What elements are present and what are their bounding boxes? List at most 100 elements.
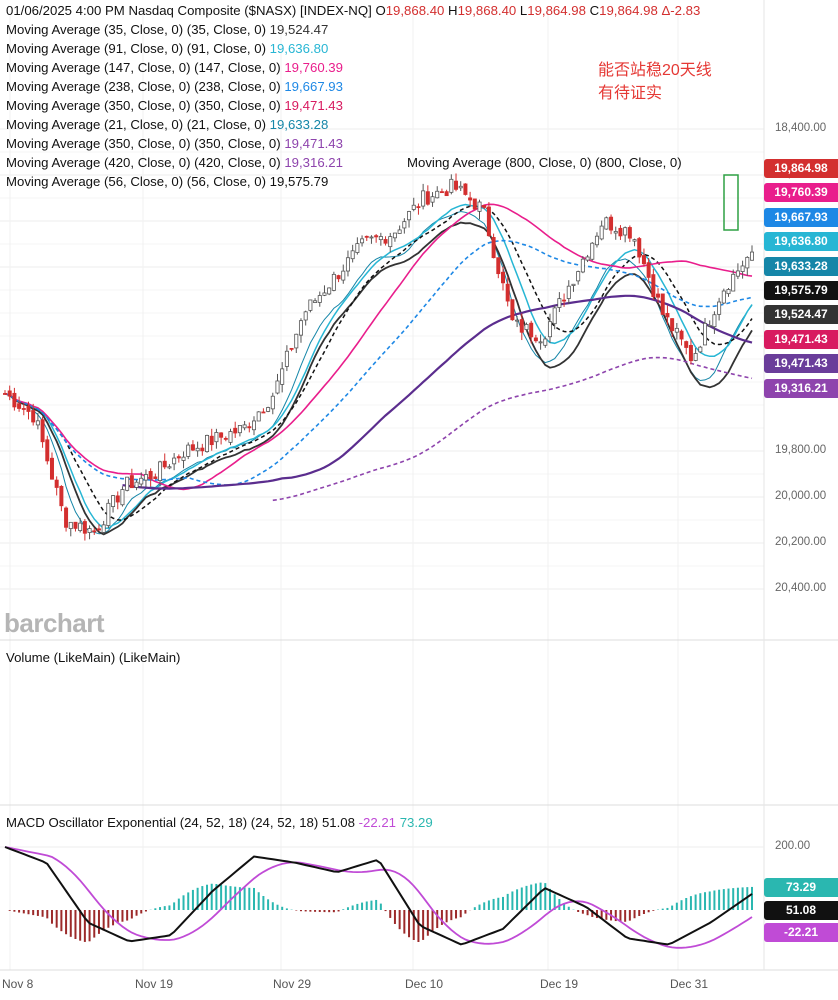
ma-legend-row: Moving Average (350, Close, 0) (350, Clo… [6,134,343,153]
candle-body [92,530,97,533]
candle-body [289,347,294,350]
ma-legend-value: 19,524.47 [269,22,329,37]
candle-body [726,289,731,295]
candle-body [200,447,205,452]
candle-body [665,313,670,318]
candle-body [416,206,421,209]
candle-body [298,320,303,336]
candle-body [510,299,515,321]
candle-body [651,274,656,298]
candle-body [609,216,614,231]
candle-body [388,236,393,248]
candle-body [618,227,623,237]
candle-body [350,250,355,260]
price-pill: 19,633.28 [764,256,838,276]
candle-body [637,238,642,258]
ma-legend-row: Moving Average (91, Close, 0) (91, Close… [6,39,328,58]
candle-body [158,461,163,481]
ma147-line [4,203,753,491]
candle-body [336,275,341,280]
candle-body [515,319,520,322]
price-pill: 19,760.39 [764,183,838,203]
candle-body [106,502,111,526]
candle-body [219,432,224,438]
ma-legend-value: 19,471.43 [284,98,343,113]
ma-legend-value: 19,575.79 [269,174,329,189]
macd-pill: 51.08 [764,900,838,920]
candle-body [148,470,153,480]
candle-body [693,353,698,361]
candle-body [557,298,562,308]
macd-line [4,846,753,946]
ma-legend-value: 19,667.93 [284,79,343,94]
high-value: 19,868.40 [457,3,517,18]
price-pill: 19,471.43 [764,329,838,349]
price-tick-label: 19,800.00 [775,444,827,456]
candle-body [660,293,665,315]
candle-body [228,431,233,443]
time-tick-label: Nov 19 [135,977,174,991]
chart-header: 01/06/2025 4:00 PM Nasdaq Composite ($NA… [6,1,700,20]
candle-body [524,323,529,330]
candle-body [745,256,750,269]
price-tick-label: 20,000.00 [775,490,827,502]
candle-body [68,521,73,530]
time-tick-label: Dec 19 [540,977,579,991]
ma238-line [4,239,753,486]
ma-legend-row: Moving Average (56, Close, 0) (56, Close… [6,172,328,191]
candle-body [538,341,543,344]
ma-legend-row: Moving Average (350, Close, 0) (350, Clo… [6,96,343,115]
candle-body [111,495,116,507]
candle-body [684,341,689,348]
ma420-line [272,356,753,502]
ma-legend-value: 19,760.39 [284,60,343,75]
candle-body [125,476,130,491]
ma-legend-row: Moving Average (21, Close, 0) (21, Close… [6,115,328,134]
chart-title: 01/06/2025 4:00 PM Nasdaq Composite ($NA… [6,3,372,18]
high-label: H [448,3,458,18]
candle-body [21,408,26,410]
candle-body [562,299,567,302]
change-value: Δ-2.83 [661,3,701,18]
candle-body [45,439,50,462]
ma-legend-label: Moving Average (35, Close, 0) (35, Close… [6,22,270,37]
candle-body [623,227,628,236]
candle-body [392,232,397,239]
candle-body [543,338,548,346]
candle-body [703,322,708,346]
ma-legend-label: Moving Average (350, Close, 0) (350, Clo… [6,136,285,151]
candle-body [78,522,83,531]
candle-body [369,236,374,239]
candle-body [468,197,473,201]
candle-body [590,242,595,260]
candle-body [552,307,557,325]
candle-body [505,283,510,302]
candle-body [454,180,459,190]
candle-body [632,239,637,242]
candle-body [604,217,609,230]
candle-body [153,476,158,479]
ma800-label: Moving Average (800, Close, 0) (800, Clo… [407,155,682,170]
candle-body [496,257,501,275]
candle-body [477,201,482,212]
candle-body [96,528,101,531]
volume-label: Volume (LikeMain) (LikeMain) [6,650,181,665]
candle-body [190,444,195,451]
price-tick-label: 20,200.00 [775,536,827,548]
candle-body [486,206,491,237]
price-tick-label: 18,400.00 [775,122,827,134]
candle-body [214,432,219,443]
ma-legend-row: Moving Average (238, Close, 0) (238, Clo… [6,77,343,96]
candle-body [176,456,181,459]
candle-body [209,435,214,446]
candle-body [500,271,505,284]
candle-body [646,262,651,278]
candle-body [26,405,31,412]
candle-body [322,292,327,296]
ma-legend-value: 19,636.80 [269,41,329,56]
candle-body [345,257,350,272]
candle-body [613,231,618,234]
candle-body [482,204,487,208]
candle-body [411,204,416,210]
